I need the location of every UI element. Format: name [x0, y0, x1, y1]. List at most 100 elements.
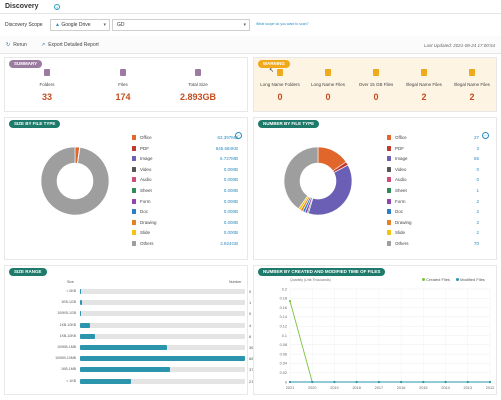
donut-slice-others[interactable] — [283, 146, 319, 210]
size-legend-row[interactable]: Drawing 0.000B — [132, 219, 238, 227]
legend-type-value[interactable]: 2.824GB — [220, 241, 238, 246]
number-legend-row[interactable]: Video 0 — [387, 166, 479, 174]
number-legend-row[interactable]: Sheet 1 — [387, 187, 479, 195]
source-select[interactable]: ▲ Google Drive ▾ — [50, 19, 110, 31]
legend-type-value[interactable]: 1 — [476, 188, 479, 193]
image-file-icon — [132, 156, 136, 162]
summary-total-size: Total Size 2.893GB — [168, 69, 228, 102]
discovery-scope-label: Discovery Scope — [5, 22, 43, 28]
legend-type-value[interactable]: 0.000B — [223, 177, 238, 183]
size-legend-row[interactable]: Doc 0.000B — [132, 208, 238, 216]
legend-type-value[interactable]: 0 — [476, 166, 479, 172]
number-by-type-legend: Office 27 PDF 3 Image 65 Video 0 Audio 0 Sheet 1 For… — [387, 134, 479, 254]
size-range-row: 1KB-10KB 4 — [5, 322, 251, 329]
legend-type-value[interactable]: 645.684KB — [215, 145, 238, 151]
number-legend-row[interactable]: Form 2 — [387, 198, 479, 206]
data-point[interactable] — [288, 380, 292, 384]
warning-item-value: 0 — [373, 92, 379, 102]
warning-long-name-files: Long Name Files 0 — [304, 69, 352, 102]
number-legend-row[interactable]: Slide 2 — [387, 229, 479, 237]
scope-help-link[interactable]: What scope do you want to scan? — [256, 22, 309, 26]
target-select[interactable]: GD ▾ — [112, 19, 250, 31]
size-range-bar[interactable] — [80, 345, 168, 350]
size-range-bar[interactable] — [80, 378, 131, 384]
legend-type-value[interactable]: 0 — [476, 177, 479, 183]
data-point[interactable] — [466, 380, 469, 384]
size-range-bar[interactable] — [80, 311, 81, 317]
legend-type-value[interactable]: 2 — [476, 198, 479, 204]
size-legend-row[interactable]: PDF 645.684KB — [132, 145, 238, 153]
number-legend-row[interactable]: Others 70 — [387, 240, 479, 248]
export-report-button[interactable]: ↗ Export Detailed Report — [41, 42, 99, 48]
number-legend-row[interactable]: Doc 2 — [387, 208, 479, 216]
size-range-row: 100KB-1MB 36 — [5, 344, 253, 351]
legend-type-value[interactable]: 3 — [476, 145, 479, 151]
source-select-value: Google Drive — [61, 22, 91, 28]
legend-type-value[interactable]: 0.000B — [223, 209, 238, 215]
legend-type-value[interactable]: 2 — [476, 209, 479, 215]
size-legend-row[interactable]: Sheet 0.000B — [132, 187, 238, 195]
legend-type-value[interactable]: 27 — [473, 135, 479, 140]
legend-type-value[interactable]: 0.000B — [223, 188, 238, 193]
data-point[interactable] — [377, 380, 380, 384]
legend-type-value[interactable]: 2 — [476, 230, 479, 236]
legend-type-value[interactable]: 0.000B — [223, 198, 238, 204]
legend-type-value[interactable]: 0.000B — [223, 166, 238, 172]
number-legend-row[interactable]: Office 27 — [387, 134, 479, 142]
file-warning-icon — [325, 69, 331, 76]
number-legend-row[interactable]: Image 65 — [387, 155, 479, 163]
size-range-bar[interactable] — [80, 300, 83, 306]
size-range-bar[interactable] — [80, 322, 90, 328]
size-range-row: < 0KB 0 — [5, 288, 251, 295]
number-legend-row[interactable]: Drawing 2 — [387, 219, 479, 227]
x-tick-label: 2012 — [486, 386, 494, 390]
size-range-count: 36 — [249, 345, 254, 350]
size-legend-row[interactable]: Others 2.824GB — [132, 240, 238, 248]
size-range-bar[interactable] — [80, 333, 95, 339]
legend-type-name: Audio — [140, 177, 152, 183]
more-icon[interactable]: ⋯ — [482, 132, 489, 139]
data-point[interactable] — [444, 380, 447, 384]
size-legend-row[interactable]: Office 63.397MB — [132, 134, 238, 142]
y-tick-label: 0.16 — [280, 306, 287, 310]
size-range-bar[interactable] — [80, 367, 170, 373]
chevron-down-icon: ▾ — [103, 22, 106, 28]
warning-item-label: Over 15 GB Files — [358, 82, 394, 87]
data-point[interactable] — [288, 299, 292, 303]
data-point[interactable] — [422, 380, 425, 384]
size-legend-row[interactable]: Form 0.000B — [132, 198, 238, 206]
data-point[interactable] — [333, 380, 336, 384]
legend-type-value[interactable]: 2 — [476, 219, 479, 225]
legend-type-value[interactable]: 6.727MB — [219, 156, 238, 162]
info-icon[interactable]: i — [54, 4, 60, 10]
x-tick-label: 2014 — [441, 386, 449, 390]
legend-type-name: Office — [395, 135, 407, 140]
legend-type-value[interactable]: 70 — [473, 241, 479, 246]
donut-slice-image[interactable] — [307, 164, 353, 216]
number-legend-row[interactable]: Audio 0 — [387, 176, 479, 184]
size-range-bar[interactable] — [80, 289, 81, 294]
donut-slice-others[interactable] — [40, 146, 110, 216]
size-range-bar[interactable] — [80, 356, 245, 362]
rerun-button[interactable]: ↻ Rerun — [6, 42, 27, 48]
size-legend-row[interactable]: Video 0.000B — [132, 166, 238, 174]
data-point[interactable] — [400, 380, 403, 384]
x-tick-label: 2015 — [419, 386, 427, 390]
number-legend-row[interactable]: PDF 3 — [387, 145, 479, 153]
legend-type-value[interactable]: 0.000B — [223, 219, 238, 225]
data-point[interactable] — [311, 380, 314, 384]
more-icon[interactable]: ⋯ — [235, 132, 242, 139]
size-legend-row[interactable]: Audio 0.000B — [132, 176, 238, 184]
legend-type-name: Audio — [395, 177, 407, 183]
legend-type-value[interactable]: 0.000B — [223, 230, 238, 236]
warning-panel: WARNING ↖ Long Name Folders 0 Long Name … — [253, 57, 497, 112]
data-point[interactable] — [355, 380, 358, 384]
legend-type-value[interactable]: 63.397MB — [217, 135, 238, 140]
size-legend-row[interactable]: Slide 0.000B — [132, 229, 238, 237]
legend-type-value[interactable]: 65 — [473, 156, 479, 162]
data-point[interactable] — [488, 380, 492, 384]
legend-type-name: Form — [140, 198, 151, 204]
size-legend-row[interactable]: Image 6.727MB — [132, 155, 238, 163]
pdf-file-icon — [132, 145, 136, 151]
export-icon: ↗ — [41, 42, 46, 48]
